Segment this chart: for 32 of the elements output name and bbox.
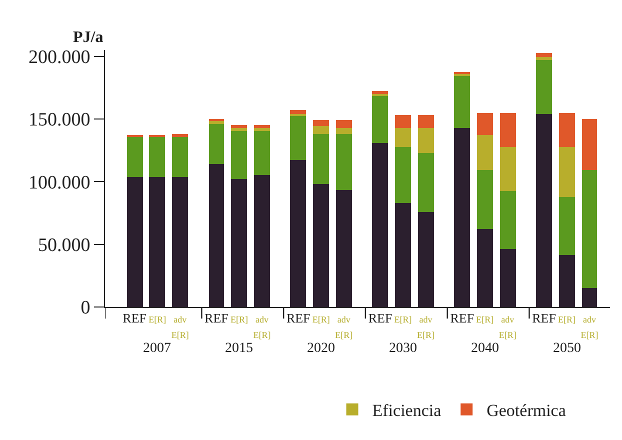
x-tick-label: E[R] (476, 314, 494, 324)
x-tick-label: E[R] (148, 314, 166, 324)
y-tick-label: 0 (80, 298, 90, 319)
text: 2050 (553, 341, 581, 356)
legend-label: Geotérmica (486, 400, 566, 420)
text: 2020 (307, 341, 335, 356)
y-tick-label: 200.000 (28, 46, 90, 68)
x-tick-label: adv E[R] (253, 314, 271, 340)
y-tick-label: 150.000 (28, 110, 90, 131)
x-tick-label: adv E[R] (580, 314, 598, 340)
x-tick-label: E[R] (312, 314, 330, 324)
x-tick-label: adv E[R] (498, 314, 516, 340)
x-tick-label: REF (450, 310, 474, 326)
x-tick-label: E[R] (394, 314, 412, 324)
x-tick-label: E[R] (558, 314, 576, 324)
legend-label: Eficiencia (372, 400, 442, 420)
x-tick-label: REF (204, 310, 228, 326)
y-tick-label: 50.000 (38, 234, 90, 256)
text: 2030 (389, 341, 417, 356)
x-tick-label: REF (122, 310, 146, 326)
y-tick-label: 100.000 (28, 172, 90, 194)
x-tick-label: adv E[R] (171, 314, 189, 340)
x-tick-label: adv E[R] (416, 314, 434, 340)
x-tick-label: REF (532, 310, 556, 326)
x-tick-label: E[R] (230, 314, 248, 324)
x-tick-label: REF (286, 310, 310, 326)
text: 2040 (471, 341, 499, 356)
x-tick-label: REF (368, 310, 392, 326)
text: 2007 (143, 341, 171, 356)
x-tick-label: adv E[R] (335, 314, 353, 340)
text: 2015 (225, 341, 253, 356)
y-axis-title: PJ/a (73, 29, 104, 46)
